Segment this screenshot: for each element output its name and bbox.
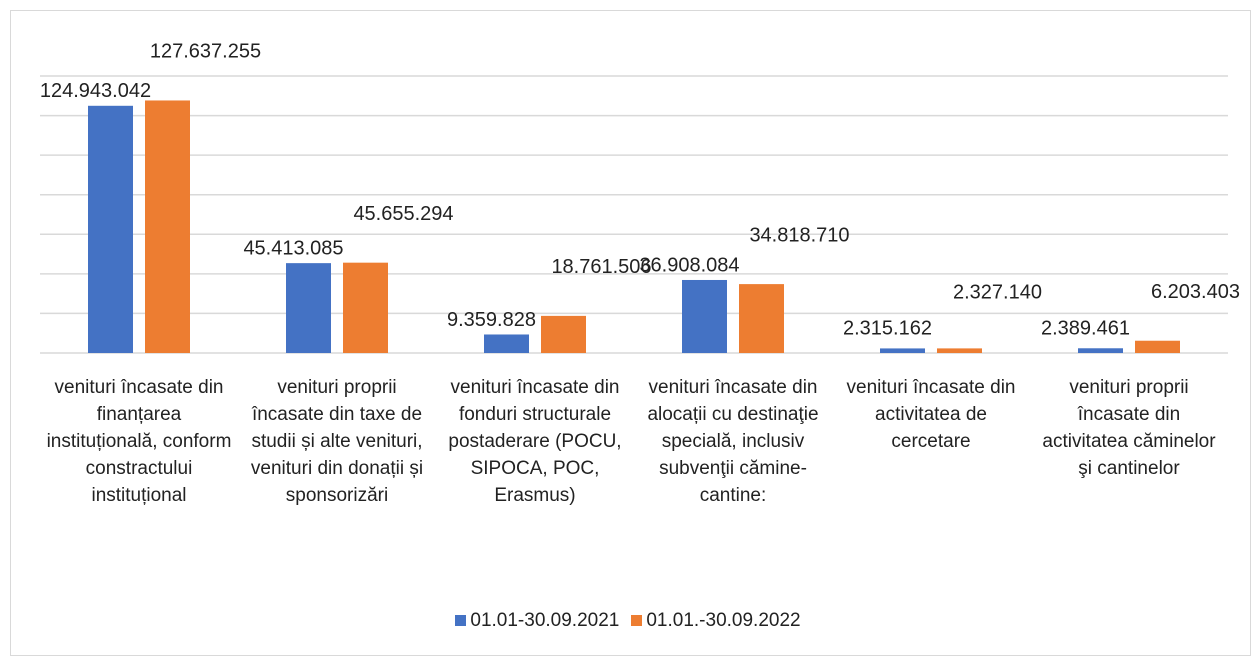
data-label: 34.818.710	[749, 224, 849, 246]
data-label: 18.761.506	[551, 256, 651, 278]
bar	[88, 105, 133, 354]
bar	[937, 348, 982, 353]
bar	[739, 284, 784, 353]
chart-border	[10, 10, 1251, 656]
bar	[145, 100, 190, 353]
data-label: 36.908.084	[639, 254, 739, 276]
legend: 01.01-30.09.2021 01.01.-30.09.2022	[0, 610, 1256, 632]
data-label: 2.389.461	[1041, 317, 1130, 339]
bar	[1135, 340, 1180, 353]
bar	[343, 262, 388, 353]
legend-label: 01.01.-30.09.2022	[646, 610, 801, 631]
x-tick-label: venituri proprii încasate din activitate…	[1042, 377, 1216, 479]
legend-item: 01.01.-30.09.2022	[631, 610, 801, 632]
legend-swatch	[455, 615, 467, 626]
x-tick-label: venituri proprii încasate din taxe de st…	[250, 377, 424, 506]
data-label: 2.315.162	[843, 317, 932, 339]
x-tick-label: venituri încasate din alocații cu destin…	[647, 377, 819, 506]
bar	[682, 279, 727, 353]
data-label: 45.413.085	[243, 237, 343, 259]
data-label: 2.327.140	[953, 281, 1042, 303]
bar	[286, 263, 331, 353]
legend-label: 01.01-30.09.2021	[470, 610, 620, 631]
data-label: 45.655.294	[353, 203, 453, 225]
legend-item: 01.01-30.09.2021	[455, 610, 619, 632]
data-label: 6.203.403	[1151, 281, 1240, 303]
data-label: 127.637.255	[150, 41, 261, 63]
bar	[541, 315, 586, 353]
x-tick-label: venituri încasate din fonduri structural…	[448, 377, 622, 506]
x-tick-label: venituri încasate din finanțarea institu…	[46, 377, 232, 506]
bar	[1078, 348, 1123, 353]
data-label: 9.359.828	[447, 309, 536, 331]
x-tick-label: venituri încasate din activitatea de cer…	[846, 377, 1016, 452]
bar	[880, 348, 925, 353]
legend-swatch	[631, 615, 643, 626]
data-label: 124.943.042	[40, 80, 151, 102]
bar	[484, 334, 529, 353]
